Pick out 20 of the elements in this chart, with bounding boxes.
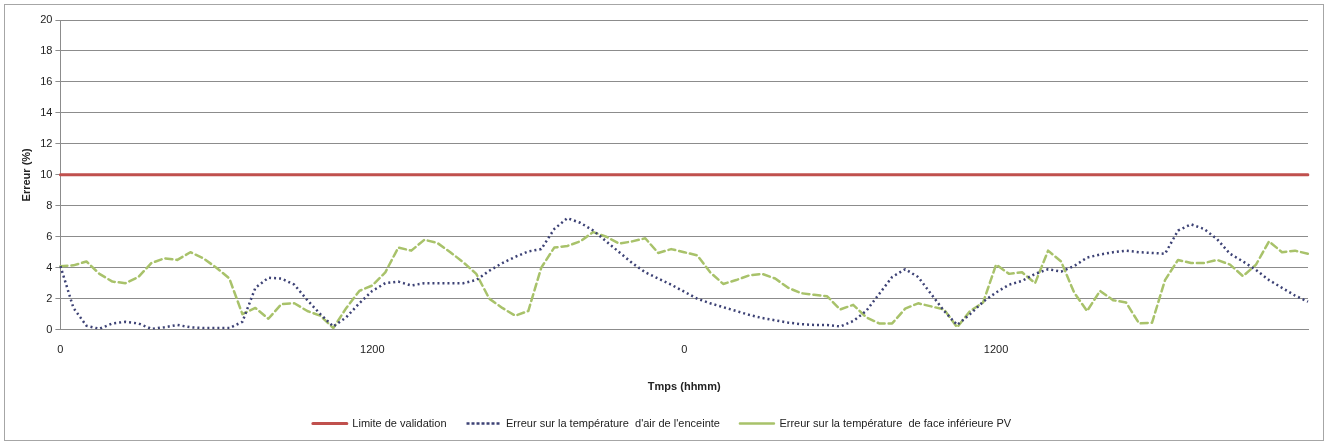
y-tick-label: 2	[46, 291, 53, 304]
y-tick-label: 10	[40, 167, 53, 180]
y-tick-label: 18	[40, 43, 53, 56]
y-tick-label: 16	[40, 74, 53, 87]
legend-label: Erreur sur la température de face inférieure PV	[779, 416, 1012, 429]
x-tick-label: 1200	[983, 343, 1009, 356]
legend-label: Limite de validation	[352, 416, 447, 429]
y-tick-label: 0	[46, 322, 53, 335]
y-axis-title: Erreur (%)	[19, 147, 32, 202]
y-tick-label: 12	[40, 136, 53, 149]
y-tick-label: 20	[40, 13, 53, 26]
x-tick-label: 0	[57, 343, 64, 356]
x-tick-label: 1200	[360, 343, 385, 356]
x-axis-title: Tmps (hhmm)	[647, 380, 721, 393]
x-tick-label: 0	[681, 343, 688, 356]
y-tick-label: 8	[46, 198, 53, 211]
legend-label: Erreur sur la température d'air de l'enceinte	[506, 416, 720, 429]
y-tick-label: 4	[46, 260, 53, 273]
y-tick-label: 6	[46, 229, 53, 242]
y-tick-label: 14	[40, 105, 53, 118]
